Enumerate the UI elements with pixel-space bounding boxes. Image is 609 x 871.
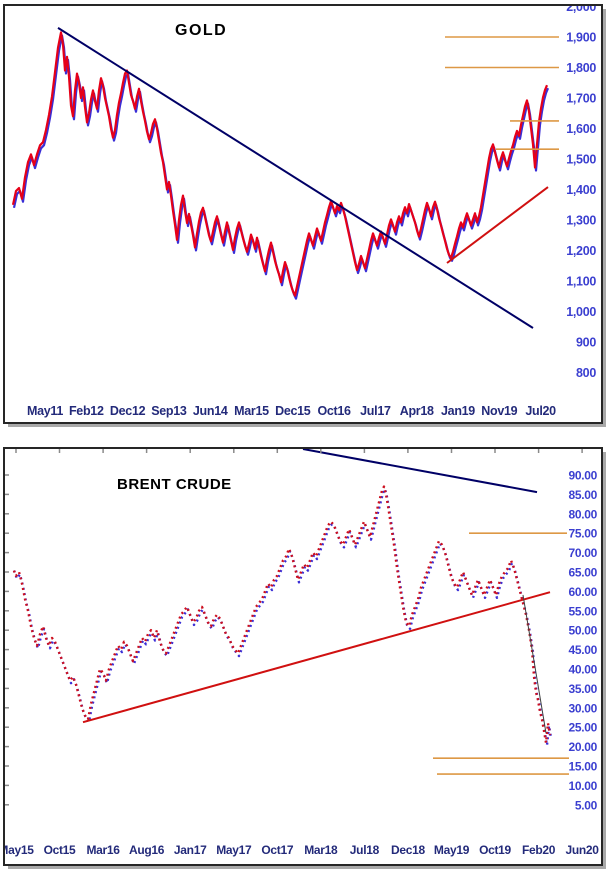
- y-tick-label: 40.00: [568, 663, 597, 677]
- x-tick-label: Mar16: [86, 843, 120, 857]
- gold-plot: 2,000 1,900 1,800 1,700 1,600 1,500 1,400 1,300…: [11, 6, 597, 418]
- y-tick-label: 70.00: [568, 546, 597, 560]
- y-tick-label: 35.00: [568, 682, 597, 696]
- y-tick-label: 5.00: [575, 798, 598, 812]
- y-tick-label: 30.00: [568, 701, 597, 715]
- trend-line-uptrend: [446, 186, 549, 264]
- x-tick-label: Oct17: [261, 843, 293, 857]
- x-tick-label: Aug16: [129, 843, 165, 857]
- trend-line-downtrend: [302, 449, 538, 494]
- y-tick-label: 60.00: [568, 585, 597, 599]
- trend-line-uptrend: [82, 591, 551, 724]
- y-tick-label: 1,300: [566, 214, 596, 228]
- y-tick-label: 50.00: [568, 624, 597, 638]
- x-tick-label: Sep13: [151, 404, 187, 418]
- x-tick-label: Dec15: [275, 404, 311, 418]
- x-tick-label: May15: [5, 843, 34, 857]
- y-tick-label: 1,800: [566, 61, 596, 75]
- x-tick-label: May19: [434, 843, 470, 857]
- y-tick-label: 1,100: [566, 275, 596, 289]
- x-tick-label: Mar18: [304, 843, 338, 857]
- y-tick-label: 55.00: [568, 604, 597, 618]
- x-tick-label: Dec18: [391, 843, 425, 857]
- brent-plot: 90.00 85.00 80.00 75.00 70.00 65.00 60.00 55.00…: [5, 449, 600, 857]
- price-series-price-blue: [12, 34, 550, 300]
- x-tick-label: May11: [27, 404, 63, 418]
- gold-chart-title: GOLD: [175, 22, 228, 39]
- x-tick-label: Mar15: [234, 404, 269, 418]
- y-tick-label: 1,400: [566, 183, 596, 197]
- trend-line-downtrend: [57, 27, 534, 329]
- x-tick-label: May17: [216, 843, 252, 857]
- price-series-price-blue: [12, 487, 553, 747]
- brent-chart-title: BRENT CRUDE: [117, 476, 232, 493]
- y-tick-label: 80.00: [568, 507, 597, 521]
- price-series-price-red: [11, 485, 552, 744]
- y-tick-label: 45.00: [568, 643, 597, 657]
- y-tick-label: 1,200: [566, 244, 596, 258]
- price-series-price-red: [11, 31, 549, 297]
- y-tick-label: 2,000: [566, 6, 596, 14]
- brent-chart-window: 90.00 85.00 80.00 75.00 70.00 65.00 60.00 55.00…: [3, 447, 603, 866]
- trend-line-crash-line: [522, 594, 547, 734]
- y-tick-label: 10.00: [568, 779, 597, 793]
- y-tick-label: 15.00: [568, 760, 597, 774]
- x-tick-label: Feb20: [522, 843, 556, 857]
- y-tick-label: 25.00: [568, 721, 597, 735]
- gold-chart-window: 2,000 1,900 1,800 1,700 1,600 1,500 1,400 1,300…: [3, 4, 603, 424]
- y-tick-label: 900: [576, 336, 596, 350]
- x-tick-label: Oct16: [317, 404, 351, 418]
- y-tick-label: 75.00: [568, 527, 597, 541]
- x-tick-label: Jul20: [525, 404, 556, 418]
- x-tick-label: Oct15: [44, 843, 76, 857]
- x-tick-label: Nov19: [481, 404, 517, 418]
- y-tick-label: 85.00: [568, 488, 597, 502]
- x-tick-label: Jan19: [441, 404, 475, 418]
- x-tick-label: Oct19: [479, 843, 511, 857]
- y-tick-label: 1,500: [566, 153, 596, 167]
- x-tick-label: Feb12: [69, 404, 104, 418]
- x-tick-label: Jun14: [193, 404, 228, 418]
- y-tick-label: 800: [576, 366, 596, 380]
- x-tick-label: Jun20: [566, 843, 600, 857]
- y-tick-label: 1,600: [566, 122, 596, 136]
- y-tick-label: 90.00: [568, 469, 597, 483]
- x-tick-label: Jul18: [350, 843, 380, 857]
- x-tick-label: Jan17: [174, 843, 207, 857]
- y-tick-label: 65.00: [568, 566, 597, 580]
- x-tick-label: Dec12: [110, 404, 146, 418]
- y-tick-label: 1,700: [566, 92, 596, 106]
- y-tick-label: 1,900: [566, 31, 596, 45]
- y-tick-label: 20.00: [568, 740, 597, 754]
- y-tick-label: 1,000: [566, 305, 596, 319]
- x-tick-label: Jul17: [360, 404, 391, 418]
- x-tick-label: Apr18: [400, 404, 434, 418]
